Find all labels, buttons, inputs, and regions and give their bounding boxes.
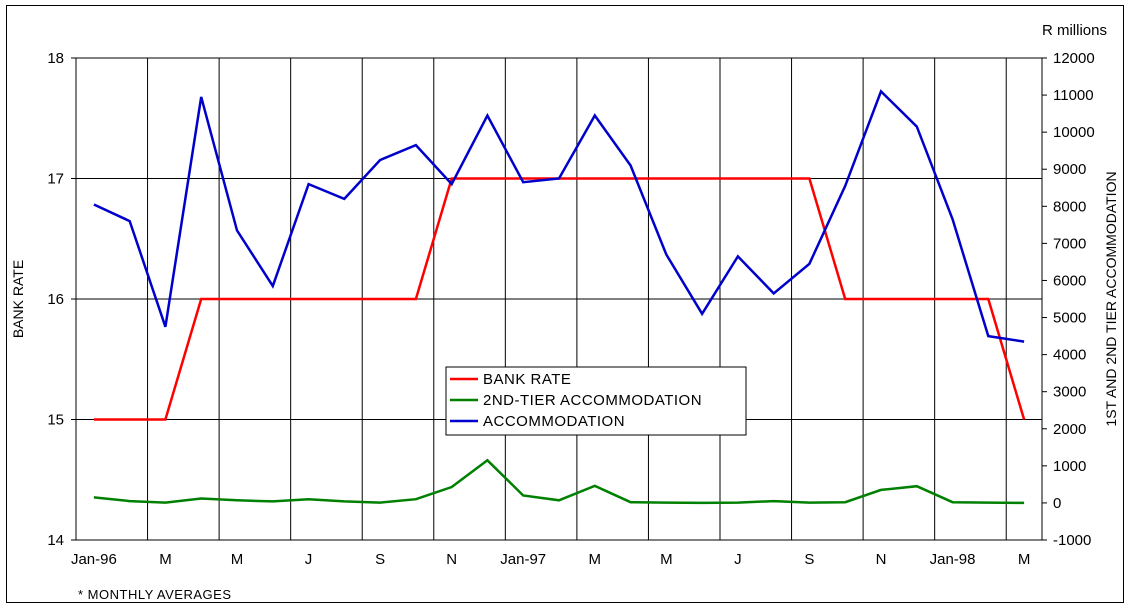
series-layer [93, 89, 1026, 505]
right-tick-label: 1000 [1053, 458, 1086, 475]
series-line-2nd-tier-accommodation [93, 458, 1025, 505]
left-tick-label: 18 [47, 50, 64, 67]
right-tick-label: 7000 [1053, 235, 1086, 252]
right-axis-ticks: -1000 0 1000 2000 3000 4000 5000 6000 7000 8000 90… [1042, 50, 1095, 549]
x-tick-label: N [876, 551, 887, 568]
legend-label: ACCOMMODATION [483, 413, 625, 430]
x-tick-label: M [159, 551, 172, 568]
left-axis-label: BANK RATE [10, 260, 26, 338]
right-tick-label: 6000 [1053, 272, 1086, 289]
x-axis-ticks: Jan-96 M M J S N Jan-97 M M J S N Jan-98 M [71, 551, 1030, 568]
x-tick-label: S [804, 551, 814, 568]
legend-box [445, 366, 747, 436]
series-line-accommodation [93, 89, 1025, 343]
right-tick-label: 2000 [1053, 421, 1086, 438]
left-tick-label: 14 [47, 532, 64, 549]
right-tick-label: 0 [1053, 495, 1061, 512]
right-tick-label: 3000 [1053, 384, 1086, 401]
right-axis-label: 1ST AND 2ND TIER ACCOMMODATION [1103, 171, 1119, 426]
legend: BANK RATE 2ND-TIER ACCOMMODATION ACCOMMODA… [445, 366, 747, 436]
chart-frame [6, 5, 1124, 603]
x-tick-label: Jan-97 [500, 551, 546, 568]
legend-label: 2ND-TIER ACCOMMODATION [483, 392, 702, 409]
right-tick-label: 8000 [1053, 198, 1086, 215]
left-tick-label: 15 [47, 412, 64, 429]
legend-label: BANK RATE [483, 371, 571, 388]
right-tick-label: 11000 [1053, 87, 1094, 104]
footnote: * MONTHLY AVERAGES [78, 587, 232, 602]
x-tick-label: Jan-96 [71, 551, 117, 568]
right-axis-unit-label: R millions [1042, 22, 1107, 39]
right-tick-label: 4000 [1053, 347, 1086, 364]
left-axis-ticks: 14 15 16 17 18 [47, 50, 76, 549]
right-tick-label: 10000 [1053, 124, 1095, 141]
x-tick-label: Jan-98 [930, 551, 976, 568]
right-tick-label: 12000 [1053, 50, 1095, 67]
x-tick-label: N [446, 551, 457, 568]
left-tick-label: 16 [47, 291, 64, 308]
x-tick-label: J [734, 551, 742, 568]
right-tick-label: -1000 [1053, 532, 1091, 549]
right-tick-label: 5000 [1053, 310, 1086, 327]
x-tick-label: M [660, 551, 673, 568]
right-tick-label: 9000 [1053, 161, 1086, 178]
x-tick-label: M [231, 551, 244, 568]
x-tick-label: S [375, 551, 385, 568]
x-tick-label: J [305, 551, 313, 568]
x-tick-label: M [1018, 551, 1031, 568]
x-tick-label: M [589, 551, 602, 568]
left-tick-label: 17 [47, 171, 64, 188]
